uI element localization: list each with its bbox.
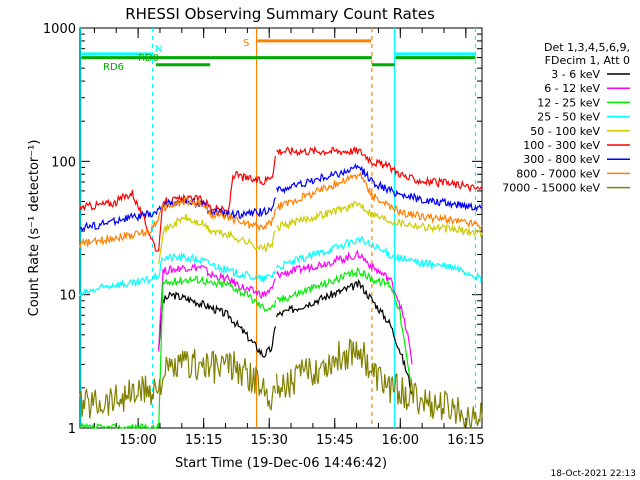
- x-tick-label: 16:15: [447, 433, 484, 448]
- x-tick-label: 15:00: [119, 433, 156, 448]
- series-line: [79, 145, 483, 252]
- series-line: [158, 200, 483, 265]
- y-tick-label: 1000: [43, 22, 76, 37]
- legend-label: 100 - 300 keV: [523, 139, 600, 152]
- y-tick-label: 100: [51, 155, 76, 170]
- x-tick-label: 15:15: [185, 433, 222, 448]
- y-axis-label: Count Rate (s⁻¹ detector⁻¹): [27, 140, 42, 317]
- legend-label: 7000 - 15000 keV: [502, 182, 600, 195]
- x-axis-label: Start Time (19-Dec-06 14:46:42): [175, 456, 387, 471]
- flag-label-rd6: RD6: [103, 62, 124, 73]
- legend-header-line-2: FDecim 1, Att 0: [545, 54, 630, 67]
- legend-label: 25 - 50 keV: [537, 111, 600, 124]
- flag-label-rd0: RD0: [138, 53, 159, 64]
- series-line: [158, 278, 413, 395]
- x-tick-label: 15:30: [250, 433, 287, 448]
- footer-timestamp: 18-Oct-2021 22:13: [551, 469, 636, 479]
- legend-header-line-1: Det 1,3,4,5,6,9,: [544, 41, 630, 54]
- series-line: [158, 249, 413, 365]
- y-tick-label: 1: [68, 422, 76, 437]
- legend-label: 12 - 25 keV: [537, 96, 600, 109]
- series-line: [79, 235, 483, 296]
- legend-label: 3 - 6 keV: [551, 68, 600, 81]
- legend-label: 50 - 100 keV: [530, 125, 600, 138]
- series-line: [79, 172, 483, 248]
- x-tick-label: 16:00: [382, 433, 419, 448]
- legend-label: 800 - 7000 keV: [516, 167, 600, 180]
- legend-label: 300 - 800 keV: [523, 153, 600, 166]
- y-tick-label: 10: [59, 289, 76, 304]
- plot-frame: [79, 27, 483, 429]
- chart-title: RHESSI Observing Summary Count Rates: [125, 5, 435, 23]
- legend-label: 6 - 12 keV: [544, 82, 600, 95]
- series-line: [79, 162, 483, 232]
- x-tick-label: 15:45: [316, 433, 353, 448]
- flag-label-s: S: [243, 38, 249, 49]
- flag-label-n: N: [155, 44, 162, 55]
- series-line: [79, 338, 483, 429]
- plot-area: 1 10 100 1000 15:00 15:15 15:30 15:45 16:00 16:15…: [43, 22, 485, 448]
- series-line: [79, 266, 413, 430]
